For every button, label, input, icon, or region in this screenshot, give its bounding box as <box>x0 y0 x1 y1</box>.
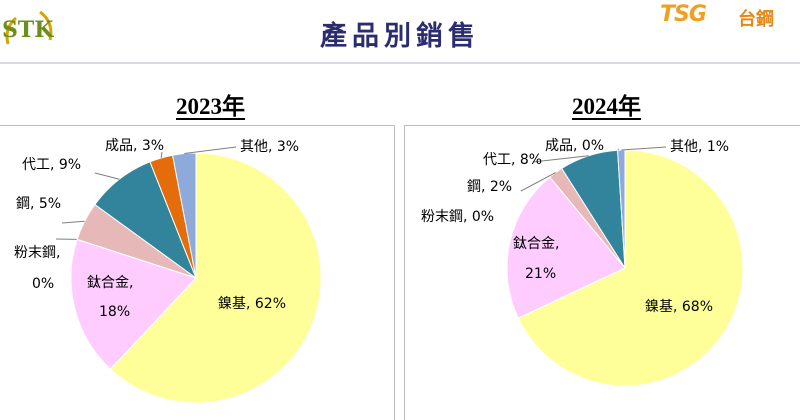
slide-header: STK 產品別銷售 TSG 台鋼 <box>0 0 800 62</box>
data-label-2024-2: 粉末鋼, 0% <box>421 209 494 225</box>
leader-line-2023-3 <box>62 221 85 223</box>
data-label-2023-5: 成品, 3% <box>105 138 164 154</box>
data-label-2024-4: 代工, 8% <box>483 152 542 168</box>
logo-right-cn: 台鋼 <box>738 5 774 31</box>
header-divider <box>0 62 800 64</box>
data-label-2024-5: 成品, 0% <box>545 138 604 154</box>
data-label-2023-0: 鎳基, 62% <box>218 295 286 312</box>
chart-title-2024: 2024年 <box>572 87 641 121</box>
data-label-2023-6: 其他, 3% <box>240 139 299 155</box>
leader-line-2023-4 <box>95 173 119 179</box>
pie-panel-2023: 鎳基, 62%鈦合金,18%粉末鋼,0%鋼, 5%代工, 9%成品, 3%其他,… <box>0 125 395 420</box>
logo-right-brand: TSG <box>660 2 706 27</box>
data-label-2023-3: 鋼, 5% <box>16 196 61 212</box>
data-label-2023-2: 粉末鋼,0% <box>14 245 60 292</box>
pie-chart-2023: 鎳基, 62%鈦合金,18%粉末鋼,0%鋼, 5%代工, 9%成品, 3%其他,… <box>0 126 394 420</box>
leader-line-2024-6 <box>621 147 666 150</box>
data-label-2024-6: 其他, 1% <box>670 139 729 155</box>
data-label-2024-0: 鎳基, 68% <box>645 298 713 315</box>
data-label-2023-4: 代工, 9% <box>22 157 81 173</box>
pie-chart-2024: 鎳基, 68%鈦合金,21%粉末鋼, 0%鋼, 2%代工, 8%成品, 0%其他… <box>405 126 800 420</box>
chart-title-2023: 2023年 <box>176 87 245 121</box>
leader-line-2023-6 <box>184 147 236 154</box>
data-label-2024-3: 鋼, 2% <box>467 179 512 195</box>
pie-panel-2024: 鎳基, 68%鈦合金,21%粉末鋼, 0%鋼, 2%代工, 8%成品, 0%其他… <box>404 125 800 420</box>
